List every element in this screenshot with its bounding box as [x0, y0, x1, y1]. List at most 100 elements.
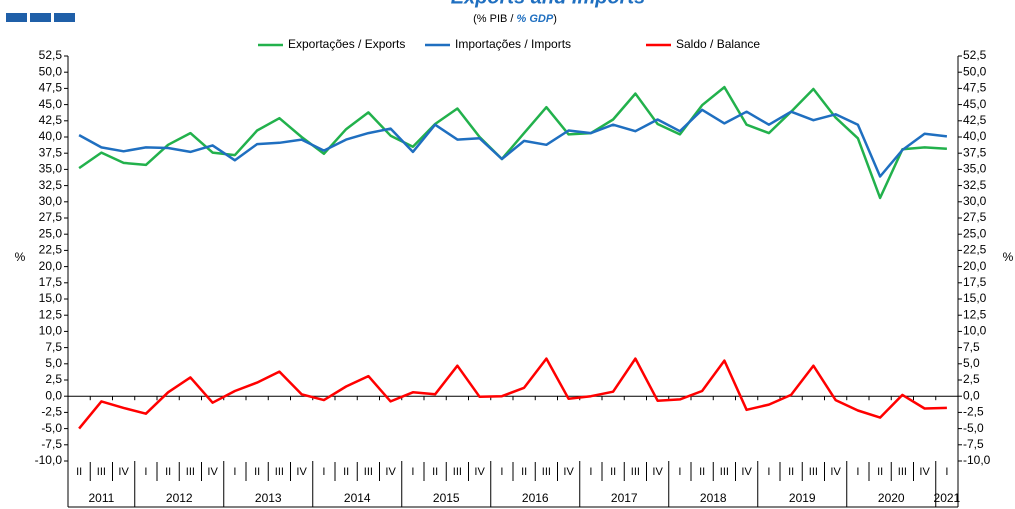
y-tick-label: -10,0: [35, 453, 63, 467]
y-tick-label: 7,5: [963, 340, 980, 354]
x-tick-label: I: [322, 466, 325, 478]
y-tick-label: -2,5: [41, 405, 62, 419]
x-tick-label: I: [411, 466, 414, 478]
y-tick-label: 30,0: [963, 194, 987, 208]
y-tick-label: -10,0: [963, 453, 991, 467]
x-tick-label: I: [500, 466, 503, 478]
x-tick-label: II: [699, 466, 705, 478]
y-tick-label: 22,5: [963, 243, 987, 257]
x-tick-label: II: [521, 466, 527, 478]
year-label: 2016: [522, 491, 549, 505]
y-tick-label: 12,5: [963, 307, 987, 321]
x-tick-label: III: [542, 466, 551, 478]
y-tick-label: 50,0: [963, 64, 987, 78]
x-tick-label: IV: [652, 466, 663, 478]
y-tick-label: 2,5: [45, 372, 62, 386]
x-tick-label: II: [788, 466, 794, 478]
y-tick-label: 45,0: [39, 97, 63, 111]
logo: [6, 13, 27, 22]
x-tick-label: III: [186, 466, 195, 478]
chart-subtitle: (% PIB / % GDP): [473, 13, 557, 25]
x-tick-label: I: [856, 466, 859, 478]
y-tick-label: 50,0: [39, 64, 63, 78]
x-tick-label: II: [165, 466, 171, 478]
year-label: 2017: [611, 491, 638, 505]
x-tick-label: II: [254, 466, 260, 478]
y-tick-label: 35,0: [963, 162, 987, 176]
x-tick-label: IV: [385, 466, 396, 478]
y-tick-label: -2,5: [963, 405, 984, 419]
series-line: [78, 85, 947, 200]
x-tick-label: IV: [474, 466, 485, 478]
y-tick-label: 25,0: [963, 226, 987, 240]
x-tick-label: II: [76, 466, 82, 478]
x-tick-label: III: [898, 466, 907, 478]
y-tick-label: -5,0: [963, 421, 984, 435]
chart-title: Exports and Imports: [451, 0, 645, 8]
y-tick-label: 32,5: [963, 178, 987, 192]
y-tick-label: 40,0: [963, 129, 987, 143]
y-tick-label: 40,0: [39, 129, 63, 143]
legend-label: Importações / Imports: [455, 37, 571, 51]
y-tick-label: 35,0: [39, 162, 63, 176]
x-tick-label: I: [589, 466, 592, 478]
y-tick-label: 0,0: [45, 388, 62, 402]
y-axis-label: %: [15, 250, 26, 264]
x-tick-label: IV: [207, 466, 218, 478]
x-tick-label: I: [678, 466, 681, 478]
y-tick-label: 47,5: [963, 81, 987, 95]
subtitle-part: (% PIB /: [473, 13, 516, 25]
x-tick-label: IV: [919, 466, 930, 478]
x-tick-label: I: [945, 466, 948, 478]
x-tick-label: IV: [563, 466, 574, 478]
x-tick-label: II: [343, 466, 349, 478]
x-tick-label: IV: [830, 466, 841, 478]
x-tick-label: III: [275, 466, 284, 478]
y-tick-label: -7,5: [963, 437, 984, 451]
year-label: 2012: [166, 491, 193, 505]
y-tick-label: 20,0: [963, 259, 987, 273]
y-tick-label: 15,0: [963, 291, 987, 305]
y-tick-label: -7,5: [41, 437, 62, 451]
y-tick-label: 52,5: [963, 48, 987, 62]
year-label: 2020: [878, 491, 905, 505]
year-label: 2015: [433, 491, 460, 505]
x-tick-label: I: [144, 466, 147, 478]
y-tick-label: 7,5: [45, 340, 62, 354]
y-tick-label: 47,5: [39, 81, 63, 95]
y-tick-label: 25,0: [39, 226, 63, 240]
y-tick-label: 22,5: [39, 243, 63, 257]
x-tick-label: II: [610, 466, 616, 478]
subtitle-part: ): [553, 13, 557, 25]
series-line: [78, 357, 947, 430]
y-tick-label: 27,5: [39, 210, 63, 224]
year-label: 2018: [700, 491, 727, 505]
y-tick-label: 27,5: [963, 210, 987, 224]
subtitle-part: % GDP: [517, 13, 554, 25]
x-tick-label: IV: [741, 466, 752, 478]
x-tick-label: II: [877, 466, 883, 478]
y-axis-label: %: [1003, 250, 1014, 264]
x-tick-label: III: [809, 466, 818, 478]
logo: [30, 13, 51, 22]
y-tick-label: 37,5: [39, 145, 63, 159]
x-tick-label: IV: [118, 466, 129, 478]
x-tick-label: I: [233, 466, 236, 478]
y-tick-label: 42,5: [963, 113, 987, 127]
y-tick-label: 5,0: [963, 356, 980, 370]
logo: [54, 13, 75, 22]
legend-label: Saldo / Balance: [676, 37, 760, 51]
year-label: 2013: [255, 491, 282, 505]
y-tick-label: 37,5: [963, 145, 987, 159]
y-tick-label: 10,0: [39, 324, 63, 338]
x-tick-label: III: [720, 466, 729, 478]
y-tick-label: 20,0: [39, 259, 63, 273]
x-tick-label: III: [364, 466, 373, 478]
x-tick-label: III: [97, 466, 106, 478]
year-label: 2014: [344, 491, 371, 505]
x-tick-label: I: [767, 466, 770, 478]
y-tick-label: 42,5: [39, 113, 63, 127]
x-tick-label: III: [453, 466, 462, 478]
series-line: [78, 108, 948, 178]
